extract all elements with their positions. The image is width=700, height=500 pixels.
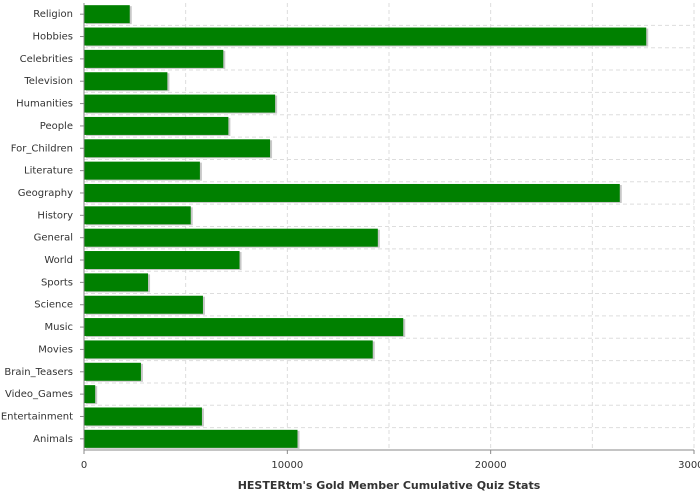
- bar: [84, 72, 168, 91]
- y-tick-label: Movies: [38, 344, 73, 355]
- bar: [84, 385, 96, 404]
- bar: [84, 429, 298, 448]
- y-tick-label: Entertainment: [1, 411, 73, 422]
- y-tick-label: Video_Games: [5, 389, 73, 400]
- y-tick-label: Literature: [24, 166, 73, 177]
- y-tick-label: Humanities: [16, 99, 73, 110]
- y-tick-label: Sports: [41, 277, 73, 288]
- x-axis-label: HESTERtm's Gold Member Cumulative Quiz S…: [238, 479, 541, 492]
- y-tick-label: Science: [34, 300, 73, 311]
- bar: [84, 5, 130, 24]
- y-tick-label: Television: [23, 76, 73, 87]
- y-tick-label: General: [34, 233, 73, 244]
- bar: [84, 49, 224, 68]
- bar: [84, 318, 404, 337]
- y-tick-label: Brain_Teasers: [4, 367, 73, 378]
- bar: [84, 183, 620, 202]
- x-tick-label: 0: [81, 460, 87, 471]
- bar: [84, 161, 200, 180]
- y-tick-label: Music: [45, 322, 73, 333]
- x-tick-label: 20000: [475, 460, 507, 471]
- bar: [84, 228, 378, 247]
- y-tick-label: Animals: [33, 434, 73, 445]
- bar: [84, 206, 191, 225]
- bar: [84, 407, 202, 426]
- bar: [84, 362, 141, 381]
- bar: [84, 251, 240, 270]
- y-tick-label: Religion: [33, 9, 73, 20]
- y-tick-label: People: [40, 121, 73, 132]
- bar: [84, 27, 647, 46]
- bar: [84, 116, 229, 135]
- bar: [84, 139, 271, 158]
- y-tick-label: Hobbies: [33, 32, 73, 43]
- y-tick-label: Celebrities: [20, 54, 73, 65]
- x-tick-label: 30000: [678, 460, 700, 471]
- bar: [84, 340, 373, 359]
- y-tick-label: World: [44, 255, 73, 266]
- y-tick-label: For_Children: [11, 143, 73, 154]
- bar: [84, 94, 276, 113]
- y-tick-label: History: [37, 210, 73, 221]
- y-tick-label: Geography: [18, 188, 73, 199]
- bar: [84, 273, 149, 292]
- x-tick-label: 10000: [271, 460, 303, 471]
- bar: [84, 295, 203, 314]
